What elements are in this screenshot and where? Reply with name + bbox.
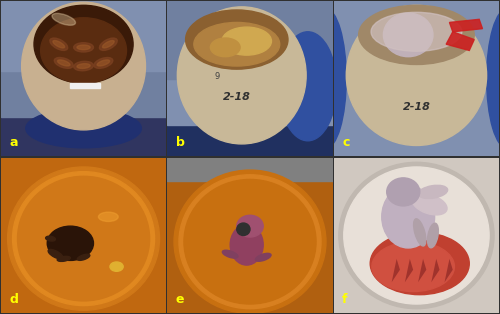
Ellipse shape <box>384 13 433 57</box>
Ellipse shape <box>100 38 117 51</box>
Ellipse shape <box>110 262 123 271</box>
Polygon shape <box>168 158 332 313</box>
Ellipse shape <box>54 57 73 68</box>
Ellipse shape <box>78 254 90 260</box>
Polygon shape <box>446 32 474 51</box>
Ellipse shape <box>371 12 462 51</box>
Polygon shape <box>392 259 400 282</box>
Ellipse shape <box>47 226 94 260</box>
Ellipse shape <box>194 22 280 66</box>
Ellipse shape <box>53 41 64 48</box>
Polygon shape <box>168 1 332 78</box>
Polygon shape <box>70 83 100 88</box>
Text: 2-18: 2-18 <box>402 101 430 111</box>
Text: f: f <box>342 293 347 306</box>
Ellipse shape <box>48 249 63 259</box>
Polygon shape <box>405 259 413 282</box>
Ellipse shape <box>386 178 420 206</box>
Ellipse shape <box>279 32 336 141</box>
Circle shape <box>339 162 494 309</box>
Ellipse shape <box>428 223 438 248</box>
Ellipse shape <box>256 253 271 261</box>
Ellipse shape <box>222 250 238 258</box>
Ellipse shape <box>74 43 94 52</box>
Ellipse shape <box>382 186 434 248</box>
Ellipse shape <box>186 10 288 69</box>
Ellipse shape <box>486 8 500 149</box>
Ellipse shape <box>34 5 133 83</box>
Text: 9: 9 <box>214 72 220 80</box>
Ellipse shape <box>418 185 448 198</box>
Polygon shape <box>334 1 499 156</box>
Circle shape <box>184 179 316 304</box>
Ellipse shape <box>77 64 90 68</box>
Ellipse shape <box>210 38 240 57</box>
Ellipse shape <box>237 215 263 237</box>
Ellipse shape <box>358 5 474 64</box>
Text: a: a <box>10 136 18 149</box>
Polygon shape <box>168 78 332 125</box>
Polygon shape <box>444 259 453 282</box>
Ellipse shape <box>26 109 142 148</box>
Polygon shape <box>1 158 166 313</box>
Circle shape <box>179 175 321 309</box>
Circle shape <box>8 167 160 310</box>
Ellipse shape <box>237 223 250 236</box>
Ellipse shape <box>46 236 56 241</box>
Ellipse shape <box>414 219 426 246</box>
Text: b: b <box>176 136 184 149</box>
Ellipse shape <box>412 194 447 215</box>
Ellipse shape <box>40 18 126 83</box>
Ellipse shape <box>230 225 263 265</box>
Ellipse shape <box>52 14 76 25</box>
Ellipse shape <box>22 2 146 130</box>
Ellipse shape <box>102 41 114 48</box>
Ellipse shape <box>97 60 110 66</box>
Polygon shape <box>1 1 166 71</box>
Polygon shape <box>418 259 426 282</box>
Polygon shape <box>334 158 499 313</box>
Ellipse shape <box>222 27 272 55</box>
Ellipse shape <box>50 38 68 51</box>
Circle shape <box>344 167 489 304</box>
Text: d: d <box>10 293 18 306</box>
Text: 2-18: 2-18 <box>223 92 250 102</box>
Circle shape <box>18 176 150 301</box>
Ellipse shape <box>58 60 70 66</box>
Ellipse shape <box>305 8 346 149</box>
Ellipse shape <box>57 256 70 261</box>
Ellipse shape <box>178 7 306 144</box>
Polygon shape <box>168 158 332 181</box>
Polygon shape <box>450 19 482 32</box>
Polygon shape <box>1 71 166 117</box>
Text: e: e <box>176 293 184 306</box>
Polygon shape <box>1 117 166 156</box>
Polygon shape <box>432 259 440 282</box>
Ellipse shape <box>74 61 94 71</box>
Circle shape <box>174 170 326 313</box>
Ellipse shape <box>94 57 113 68</box>
Polygon shape <box>168 125 332 156</box>
Ellipse shape <box>372 242 454 292</box>
Ellipse shape <box>370 232 470 295</box>
Ellipse shape <box>77 45 90 50</box>
Ellipse shape <box>98 212 118 221</box>
Text: c: c <box>342 136 349 149</box>
Circle shape <box>12 172 154 306</box>
Ellipse shape <box>346 5 486 145</box>
